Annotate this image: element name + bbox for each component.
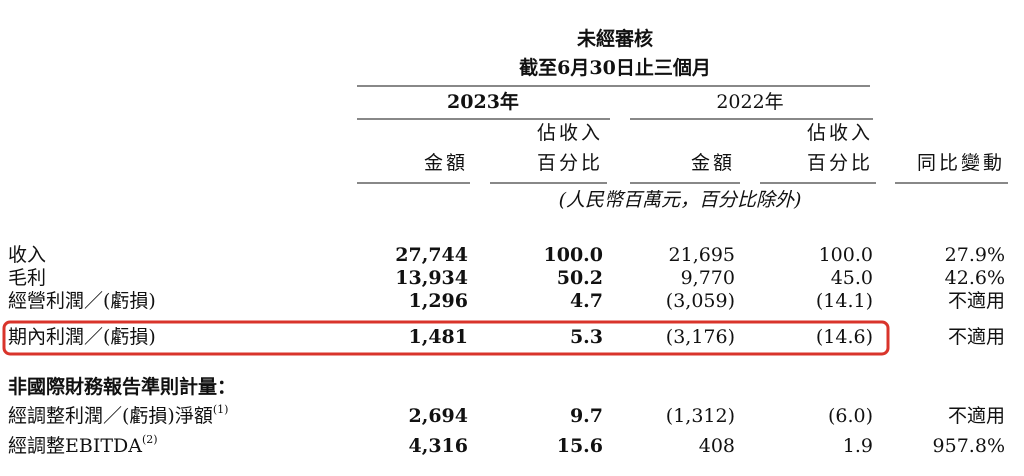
cell: 2,694 xyxy=(409,405,469,427)
cell: 42.6% xyxy=(945,267,1005,289)
cell: 1,296 xyxy=(409,290,469,312)
row-label: 經調整EBITDA(2) xyxy=(8,433,158,457)
column-header: 同比變動 xyxy=(917,152,1005,174)
title: 未經審核 xyxy=(576,27,653,50)
footnote: (2) xyxy=(142,433,158,446)
label-text: 經調整EBITDA xyxy=(8,435,142,457)
cell: 100.0 xyxy=(819,244,873,266)
column-header: 金額 xyxy=(691,152,735,174)
cell: 45.0 xyxy=(831,267,873,289)
cell: 27,744 xyxy=(395,244,468,266)
cell: 50.2 xyxy=(557,267,603,289)
cell: (14.1) xyxy=(816,290,873,312)
cell: 9.7 xyxy=(570,405,603,427)
cell: 9,770 xyxy=(681,267,735,289)
label-text: 經營利潤／(虧損) xyxy=(8,290,156,312)
cell: 957.8% xyxy=(933,435,1005,457)
label-text: 經調整利潤／(虧損)淨額 xyxy=(8,405,213,427)
label-text: 期內利潤／(虧損) xyxy=(8,326,156,348)
cell: 100.0 xyxy=(544,244,604,266)
highlight-box xyxy=(2,320,890,356)
row-label: 毛利 xyxy=(8,267,46,289)
unit-note: (人民幣百萬元，百分比除外) xyxy=(559,189,802,211)
cell: 27.9% xyxy=(945,244,1005,266)
cell: (3,176) xyxy=(666,326,735,348)
cell: 不適用 xyxy=(948,405,1005,427)
row-label: 收入 xyxy=(8,244,46,266)
cell: 15.6 xyxy=(557,435,603,457)
column-header: 金額 xyxy=(424,152,468,174)
cell: 21,695 xyxy=(669,244,735,266)
cell: 1,481 xyxy=(409,326,469,348)
column-header: 百分比 xyxy=(537,152,603,174)
cell: 408 xyxy=(699,435,735,457)
column-header: 佔收入 xyxy=(807,122,873,144)
label-text: 毛利 xyxy=(8,267,46,289)
year: 2023年 xyxy=(447,90,519,113)
footnote: (1) xyxy=(213,403,229,416)
column-header: 百分比 xyxy=(807,152,873,174)
row-label: 期內利潤／(虧損) xyxy=(8,326,156,348)
cell: (6.0) xyxy=(828,405,873,427)
cell: (1,312) xyxy=(666,405,735,427)
row-label: 經調整利潤／(虧損)淨額(1) xyxy=(8,403,228,427)
cell: 5.3 xyxy=(570,326,603,348)
year: 2022年 xyxy=(716,91,783,113)
label-text: 收入 xyxy=(8,244,46,266)
section-title: 非國際財務報告準則計量： xyxy=(8,375,236,398)
cell: 4.7 xyxy=(570,290,603,312)
cell: (14.6) xyxy=(816,326,873,348)
column-header: 佔收入 xyxy=(537,122,603,144)
cell: 不適用 xyxy=(948,326,1005,348)
cell: 4,316 xyxy=(409,435,469,457)
cell: (3,059) xyxy=(666,290,735,312)
cell: 13,934 xyxy=(395,267,468,289)
subtitle: 截至6月30日止三個月 xyxy=(519,56,711,79)
row-label: 經營利潤／(虧損) xyxy=(8,290,156,312)
cell: 不適用 xyxy=(948,290,1005,312)
cell: 1.9 xyxy=(843,435,873,457)
